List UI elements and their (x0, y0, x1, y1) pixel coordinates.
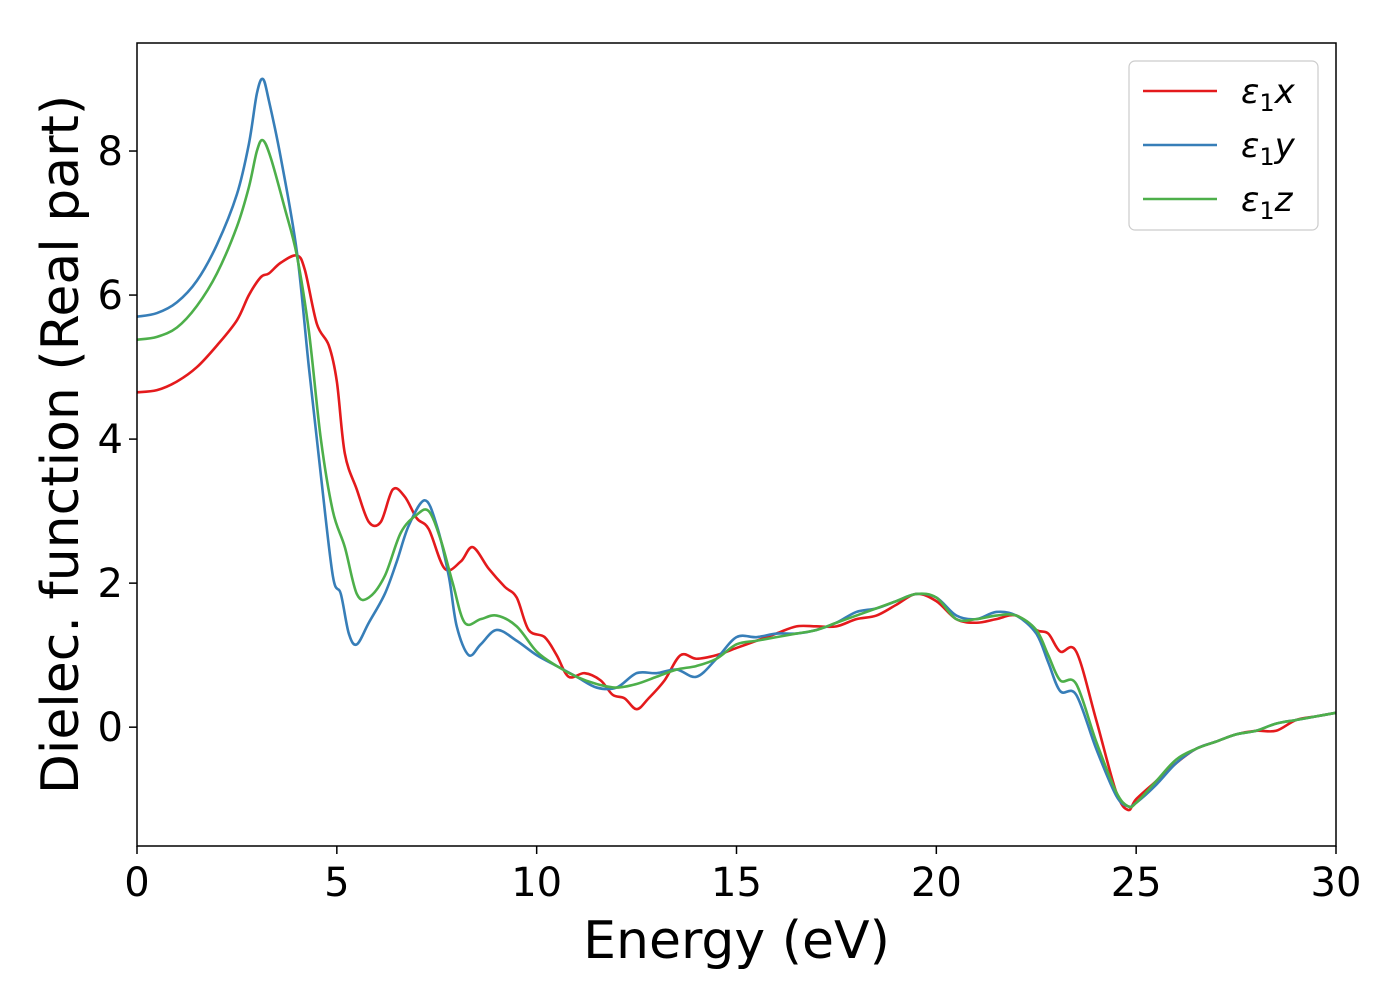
legend-variable: z (1274, 180, 1294, 220)
legend-item-x: ε1x (1143, 72, 1296, 117)
y-tick-label: 2 (98, 561, 123, 607)
x-tick-label: 5 (324, 860, 349, 906)
y-axis-label: Dielec. function (Real part) (31, 95, 91, 794)
y-tick-label: 6 (98, 273, 123, 319)
x-tick-label: 10 (511, 860, 562, 906)
x-axis-ticks: 0 5 10 15 20 25 30 (124, 846, 1361, 906)
x-axis-label: Energy (eV) (583, 911, 890, 971)
legend-symbol: ε (1241, 72, 1259, 112)
x-tick-label: 30 (1311, 860, 1362, 906)
legend-variable: x (1274, 72, 1296, 112)
x-tick-label: 25 (1111, 860, 1162, 906)
series-line-x (137, 253, 1336, 812)
legend-subscript: 1 (1259, 89, 1274, 117)
legend-subscript: 1 (1259, 143, 1274, 171)
x-tick-label: 20 (911, 860, 962, 906)
legend-variable: y (1274, 126, 1296, 166)
series-line-y (137, 77, 1336, 809)
legend-symbol: ε (1241, 180, 1259, 220)
legend-label: ε1x (1241, 72, 1296, 117)
x-tick-label: 0 (124, 860, 149, 906)
y-tick-label: 4 (98, 417, 123, 463)
legend-item-z: ε1z (1143, 180, 1294, 225)
y-axis-ticks: 0 2 4 6 8 (98, 129, 137, 751)
series-line-z (137, 138, 1336, 809)
y-tick-label: 8 (98, 129, 123, 175)
legend-label: ε1z (1241, 180, 1294, 225)
legend-subscript: 1 (1259, 197, 1274, 225)
series-layer (137, 77, 1336, 812)
legend-label: ε1y (1241, 126, 1296, 171)
x-tick-label: 15 (711, 860, 762, 906)
legend-symbol: ε (1241, 126, 1259, 166)
legend-item-y: ε1y (1143, 126, 1296, 171)
y-tick-label: 0 (98, 705, 123, 751)
legend-box (1128, 60, 1319, 231)
